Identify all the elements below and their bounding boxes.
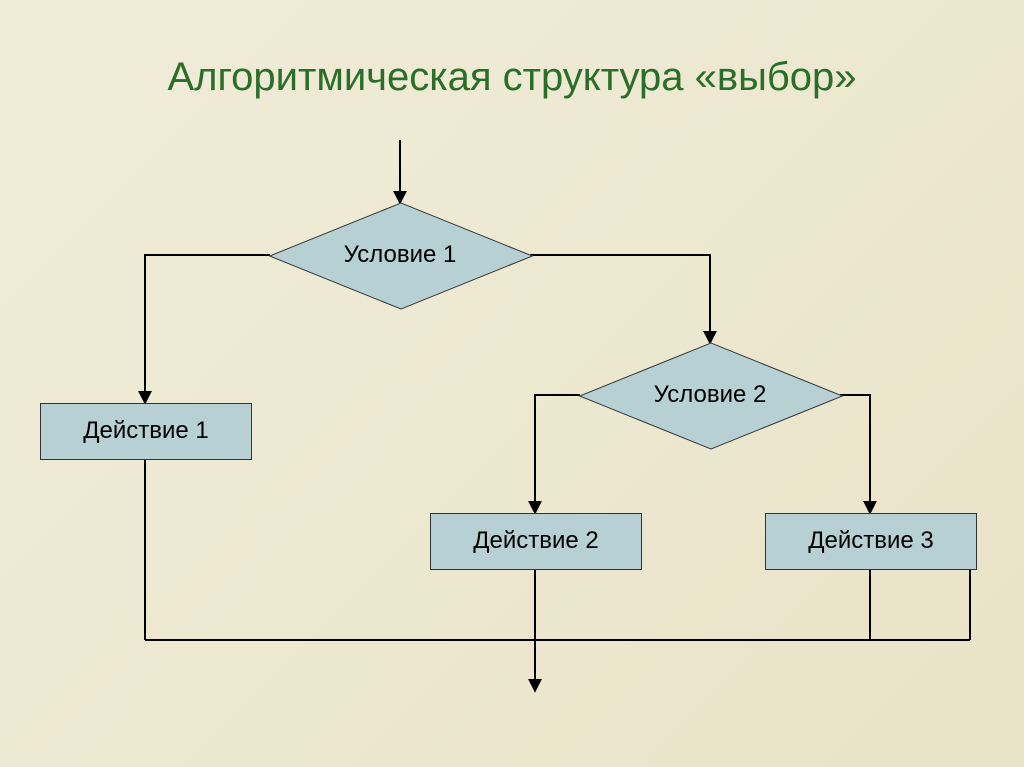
flowchart-canvas: Алгоритмическая структура «выбор» Услови… [0, 0, 1024, 767]
edge-e_c1_r [530, 255, 710, 342]
edges-layer [0, 0, 1024, 767]
page-title: Алгоритмическая структура «выбор» [0, 55, 1024, 100]
node-label-cond2: Условие 2 [580, 381, 840, 409]
node-act3: Действие 3 [765, 513, 977, 570]
edge-e_c2_r [840, 395, 870, 512]
node-act2: Действие 2 [430, 513, 642, 570]
node-label-cond1: Условие 1 [270, 241, 530, 269]
edge-e_c1_l [145, 255, 270, 402]
edge-e_c2_l [535, 395, 580, 512]
node-act1: Действие 1 [40, 403, 252, 460]
